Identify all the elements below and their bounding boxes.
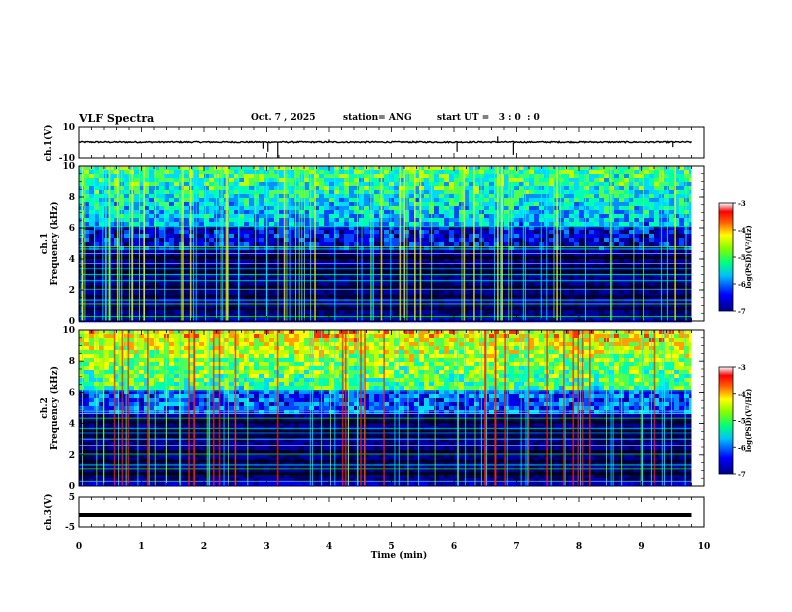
ch3-axis-label: ch.3(V)	[43, 494, 54, 531]
ch3-waveform-panel: 5 -5 ch.3(V)	[43, 493, 705, 533]
station-label: station= ANG	[343, 113, 412, 123]
freq-tick-label: 6	[69, 388, 75, 398]
dark-band	[79, 459, 692, 463]
time-tick-label: 7	[513, 542, 519, 552]
colorbar-tick-label: -4	[738, 226, 746, 235]
colorbar-tick-label: -4	[738, 390, 746, 399]
spectrogram-axis-label: Frequency (kHz)	[49, 201, 60, 285]
dark-band	[79, 255, 692, 259]
time-tick-label: 5	[388, 542, 394, 552]
freq-tick-label: 10	[62, 162, 75, 172]
dark-band	[79, 420, 692, 424]
ch1-axis-label: ch.1(V)	[43, 125, 54, 162]
colorbar-tick-label: -6	[738, 280, 746, 289]
spectrogram-axis-label: Frequency (kHz)	[49, 366, 60, 450]
spectrogram-channel-label: ch.2	[40, 397, 50, 418]
freq-tick-label: 0	[69, 482, 75, 492]
ch1-signal-line	[78, 140, 693, 144]
dark-band	[79, 472, 692, 476]
ch3-tick-label: -5	[65, 523, 75, 533]
dark-band	[79, 450, 692, 454]
colorbar-tick-label: -5	[738, 417, 746, 426]
time-tick-label: 8	[576, 542, 582, 552]
colorbar-tick-label: -7	[738, 470, 746, 479]
dark-band	[79, 434, 692, 438]
time-axis-label: Time (min)	[371, 550, 428, 561]
colorbar-tick-label: -6	[738, 443, 746, 452]
spectrogram-channel-label: ch.1	[40, 233, 50, 254]
ch1-tick-label: 10	[62, 123, 75, 133]
colorbar-scale	[718, 202, 734, 312]
dark-band	[79, 269, 692, 273]
colorbar-tick-label: -5	[738, 253, 746, 262]
freq-tick-label: 10	[62, 326, 75, 336]
freq-tick-label: 8	[69, 357, 75, 367]
dark-band	[79, 429, 692, 433]
time-tick-label: 0	[76, 542, 82, 552]
colorbar-tick-label: -7	[738, 307, 746, 316]
colorbar-scale	[718, 366, 734, 475]
colorbar-label: log(PSD)(V²/Hz)	[744, 225, 753, 289]
date-label: Oct. 7 , 2025	[251, 113, 316, 123]
colorbar-ch2: -3 -4 -5 -6 -7 log(PSD)(V²/Hz)	[718, 363, 753, 479]
freq-tick-label: 4	[69, 420, 75, 430]
freq-tick-label: 2	[69, 286, 75, 296]
time-tick-label: 1	[138, 542, 144, 552]
freq-tick-label: 2	[69, 451, 75, 461]
colorbar-tick-label: -3	[738, 363, 746, 372]
dark-band	[79, 294, 692, 298]
dark-band	[79, 307, 692, 311]
freq-tick-label: 0	[69, 317, 75, 327]
ch1-waveform-panel: 10 -10 ch.1(V)	[43, 123, 705, 164]
time-axis: 0 1 2 3 4 5 6 7 8 9 10 Time (min)	[76, 542, 710, 561]
dark-band	[79, 265, 692, 269]
time-tick-label: 3	[263, 542, 269, 552]
freq-tick-label: 8	[69, 193, 75, 203]
colorbar-label: log(PSD)(V²/Hz)	[744, 389, 753, 453]
time-tick-label: 10	[698, 542, 711, 552]
ch3-tick-label: 5	[69, 493, 75, 503]
colorbar-tick-label: -3	[738, 199, 746, 208]
colorbar-ch1: -3 -4 -5 -6 -7 log(PSD)(V²/Hz)	[718, 199, 753, 316]
chart-title: VLF Spectra	[79, 112, 155, 125]
time-tick-label: 6	[451, 542, 457, 552]
time-tick-label: 9	[638, 542, 644, 552]
ch1-spectrogram-panel: 0 2 4 6 8 10 ch.1 Frequency (kHz)	[40, 162, 705, 327]
freq-tick-label: 4	[69, 255, 75, 265]
dark-band	[79, 285, 692, 289]
start-ut-label: start UT = 3 : 0 : 0	[437, 113, 540, 123]
ch1-tick-label: -10	[59, 154, 75, 164]
freq-tick-label: 6	[69, 224, 75, 234]
time-tick-label: 2	[201, 542, 207, 552]
time-tick-label: 4	[326, 542, 332, 552]
ch2-spectrogram-panel: 0 2 4 6 8 10 ch.2 Frequency (kHz)	[40, 326, 705, 492]
